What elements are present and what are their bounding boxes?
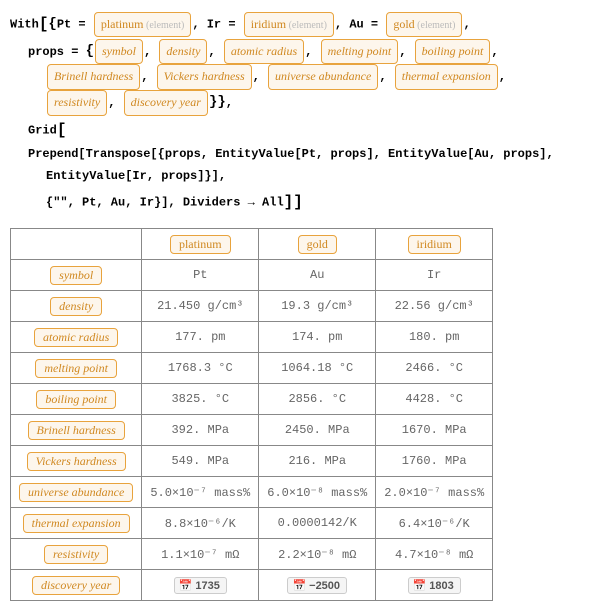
calendar-icon: 📅 — [292, 580, 306, 592]
ir-assign: Ir = — [207, 18, 243, 32]
row-symbol: symbol — [50, 266, 102, 285]
cell-value: 3825. °C — [142, 384, 259, 415]
cell-value: Pt — [142, 260, 259, 291]
prop-atomic-radius: atomic radius — [224, 39, 304, 65]
table-row: discovery year 📅1735 📅−2500 📅1803 — [11, 570, 493, 601]
platinum-entity: platinum (element) — [94, 12, 191, 38]
prepend-line2: EntityValue[Ir, props]}], — [46, 169, 226, 183]
cell-value: 📅1735 — [142, 570, 259, 601]
table-row: Vickers hardness 549. MPa 216. MPa 1760.… — [11, 446, 493, 477]
prop-symbol: symbol — [95, 39, 143, 65]
calendar-icon: 📅 — [413, 580, 427, 592]
cell-value: 1670. MPa — [376, 415, 493, 446]
row-atomic-radius: atomic radius — [34, 328, 118, 347]
cell-value: 2.2×10⁻⁸ mΩ — [259, 539, 376, 570]
cell-value: 180. pm — [376, 322, 493, 353]
props-assign: props = — [28, 45, 86, 59]
cell-value: 2450. MPa — [259, 415, 376, 446]
row-melting-point: melting point — [35, 359, 117, 378]
col-iridium: iridium — [376, 229, 493, 260]
table-row: atomic radius 177. pm 174. pm 180. pm — [11, 322, 493, 353]
cell-value: 8.8×10⁻⁶/K — [142, 508, 259, 539]
pt-assign: Pt = — [57, 18, 93, 32]
cell-value: 2466. °C — [376, 353, 493, 384]
table-row: thermal expansion 8.8×10⁻⁶/K 0.0000142/K… — [11, 508, 493, 539]
code-input: With[{Pt = platinum (element), Ir = irid… — [10, 10, 581, 216]
iridium-entity: iridium (element) — [244, 12, 334, 38]
row-brinell: Brinell hardness — [28, 421, 125, 440]
table-row: boiling point 3825. °C 2856. °C 4428. °C — [11, 384, 493, 415]
cell-value: 549. MPa — [142, 446, 259, 477]
cell-value: 4428. °C — [376, 384, 493, 415]
cell-value: 1768.3 °C — [142, 353, 259, 384]
prop-resistivity: resistivity — [47, 90, 107, 116]
row-boiling-point: boiling point — [36, 390, 116, 409]
cell-value: 177. pm — [142, 322, 259, 353]
cell-value: 21.450 g/cm³ — [142, 291, 259, 322]
au-assign: Au = — [349, 18, 385, 32]
row-discovery: discovery year — [32, 576, 120, 595]
table-row: symbol Pt Au Ir — [11, 260, 493, 291]
row-vickers: Vickers hardness — [27, 452, 126, 471]
with-keyword: With — [10, 18, 39, 32]
grid-keyword: Grid — [28, 123, 57, 137]
cell-value: 1064.18 °C — [259, 353, 376, 384]
table-row: Brinell hardness 392. MPa 2450. MPa 1670… — [11, 415, 493, 446]
row-thermal: thermal expansion — [23, 514, 130, 533]
cell-value: 4.7×10⁻⁸ mΩ — [376, 539, 493, 570]
col-platinum: platinum — [142, 229, 259, 260]
row-universe: universe abundance — [19, 483, 133, 502]
table-row: universe abundance 5.0×10⁻⁷ mass% 6.0×10… — [11, 477, 493, 508]
blank-cell — [11, 229, 142, 260]
cell-value: 2.0×10⁻⁷ mass% — [376, 477, 493, 508]
cell-value: 6.4×10⁻⁶/K — [376, 508, 493, 539]
prop-melting-point: melting point — [321, 39, 399, 65]
prop-discovery: discovery year — [124, 90, 208, 116]
table-row: melting point 1768.3 °C 1064.18 °C 2466.… — [11, 353, 493, 384]
table-header-row: platinum gold iridium — [11, 229, 493, 260]
cell-value: 19.3 g/cm³ — [259, 291, 376, 322]
cell-value: 2856. °C — [259, 384, 376, 415]
cell-value: 216. MPa — [259, 446, 376, 477]
cell-value: 5.0×10⁻⁷ mass% — [142, 477, 259, 508]
row-density: density — [50, 297, 102, 316]
prop-universe: universe abundance — [268, 64, 378, 90]
gold-entity: gold (element) — [386, 12, 462, 38]
cell-value: 📅−2500 — [259, 570, 376, 601]
table-row: density 21.450 g/cm³ 19.3 g/cm³ 22.56 g/… — [11, 291, 493, 322]
row-resistivity: resistivity — [44, 545, 108, 564]
col-gold: gold — [259, 229, 376, 260]
cell-value: 22.56 g/cm³ — [376, 291, 493, 322]
prop-boiling-point: boiling point — [415, 39, 491, 65]
prepend-line3: {"", Pt, Au, Ir}], Dividers → All — [46, 195, 284, 209]
prop-vickers: Vickers hardness — [157, 64, 252, 90]
cell-value: 📅1803 — [376, 570, 493, 601]
cell-value: 392. MPa — [142, 415, 259, 446]
table-row: resistivity 1.1×10⁻⁷ mΩ 2.2×10⁻⁸ mΩ 4.7×… — [11, 539, 493, 570]
prepend-line1: Prepend[Transpose[{props, EntityValue[Pt… — [28, 147, 554, 161]
prop-thermal: thermal expansion — [395, 64, 498, 90]
cell-value: 174. pm — [259, 322, 376, 353]
cell-value: Au — [259, 260, 376, 291]
prop-brinell: Brinell hardness — [47, 64, 140, 90]
cell-value: Ir — [376, 260, 493, 291]
cell-value: 6.0×10⁻⁸ mass% — [259, 477, 376, 508]
cell-value: 1.1×10⁻⁷ mΩ — [142, 539, 259, 570]
cell-value: 1760. MPa — [376, 446, 493, 477]
cell-value: 0.0000142/K — [259, 508, 376, 539]
prop-density: density — [159, 39, 207, 65]
calendar-icon: 📅 — [179, 580, 193, 592]
output-table: platinum gold iridium symbol Pt Au Ir de… — [10, 228, 493, 601]
